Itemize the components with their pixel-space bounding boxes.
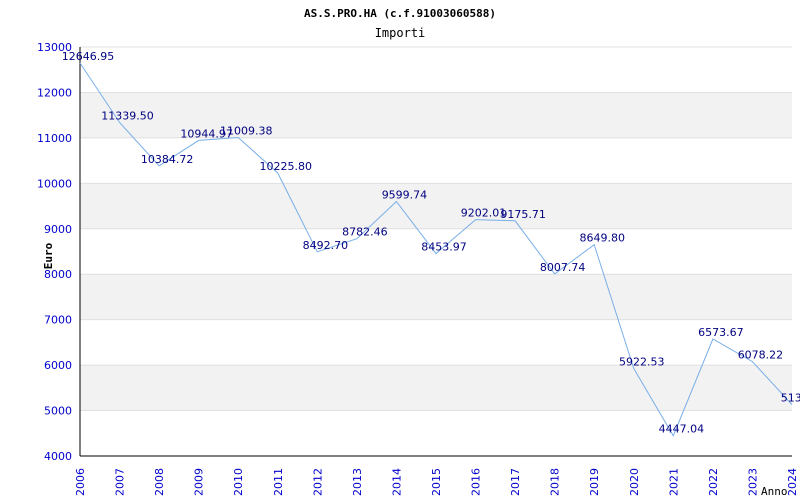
data-label: 8007.74 — [540, 261, 586, 274]
x-tick-label: 2013 — [351, 468, 364, 496]
x-axis-label: Anno — [761, 485, 788, 498]
y-tick-label: 7000 — [44, 314, 72, 327]
x-tick-label: 2019 — [588, 468, 601, 496]
grid-band — [80, 92, 792, 138]
x-tick-label: 2014 — [390, 468, 403, 496]
data-label: 12646.95 — [62, 50, 115, 63]
x-tick-label: 2012 — [311, 468, 324, 496]
x-tick-label: 2021 — [667, 468, 680, 496]
x-tick-label: 2007 — [114, 468, 127, 496]
x-tick-label: 2022 — [707, 468, 720, 496]
x-tick-labels: 2006 2007 2008 2009 2010 2011 2012 2013 2014 2015… — [74, 468, 799, 496]
y-tick-label: 6000 — [44, 359, 72, 372]
data-label: 6078.22 — [738, 349, 784, 362]
y-tick-label: 10000 — [37, 177, 72, 190]
y-axis-label: Euro — [42, 242, 55, 269]
x-tick-label: 2006 — [74, 468, 87, 496]
y-tick-label: 11000 — [37, 132, 72, 145]
x-tick-label: 2020 — [628, 468, 641, 496]
data-label: 5131.8 — [781, 392, 800, 405]
y-tick-label: 12000 — [37, 86, 72, 99]
x-tick-label: 2017 — [509, 468, 522, 496]
y-tick-label: 9000 — [44, 223, 72, 236]
y-tick-label: 13000 — [37, 41, 72, 54]
data-label: 8649.80 — [579, 232, 625, 245]
data-label: 4447.04 — [659, 423, 705, 436]
data-label: 8782.46 — [342, 226, 388, 239]
data-label: 9202.01 — [461, 207, 507, 220]
data-label: 10944.97 — [180, 127, 233, 140]
x-tick-label: 2016 — [470, 468, 483, 496]
data-label: 10225.80 — [260, 160, 313, 173]
x-tick-label: 2008 — [153, 468, 166, 496]
chart-title: AS.S.PRO.HA (c.f.91003060588) — [304, 7, 496, 20]
grid-band — [80, 274, 792, 320]
x-tick-label: 2011 — [272, 468, 285, 496]
x-tick-label: 2023 — [746, 468, 759, 496]
x-tick-label: 2015 — [430, 468, 443, 496]
grid-band — [80, 183, 792, 229]
data-label: 6573.67 — [698, 326, 744, 339]
data-labels: 12646.95 11339.50 10384.72 10944.9711009.38… — [62, 50, 800, 436]
data-label: 8492.70 — [303, 239, 349, 252]
y-tick-label: 8000 — [44, 268, 72, 281]
data-label: 8453.97 — [421, 241, 467, 254]
data-label: 10384.72 — [141, 153, 194, 166]
grid-band — [80, 365, 792, 411]
data-label: 11339.50 — [101, 109, 154, 122]
data-label: 9599.74 — [382, 189, 428, 202]
y-tick-labels: 4000 5000 6000 7000 8000 9000 10000 11000 12000 1… — [37, 41, 72, 463]
series-line — [79, 62, 793, 437]
data-label: 11009.38 — [220, 124, 273, 137]
x-tick-label: 2010 — [232, 468, 245, 496]
y-tick-label: 5000 — [44, 405, 72, 418]
grid-bands — [80, 92, 792, 411]
data-label: 5922.53 — [619, 356, 665, 369]
x-tick-label: 2018 — [549, 468, 562, 496]
x-tick-label: 2024 — [786, 468, 799, 496]
y-tick-label: 4000 — [44, 450, 72, 463]
chart-subtitle: Importi — [375, 26, 426, 40]
data-label: 9175.71 — [500, 208, 546, 221]
x-tick-label: 2009 — [193, 468, 206, 496]
